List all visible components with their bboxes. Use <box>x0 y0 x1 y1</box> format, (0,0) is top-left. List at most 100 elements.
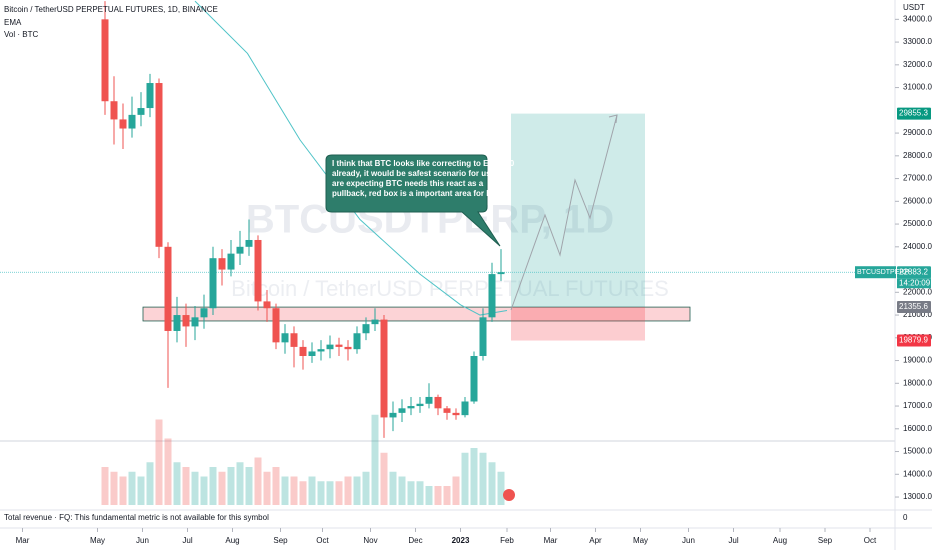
candle-body <box>245 239 253 247</box>
candle-body <box>110 101 118 120</box>
candle-body <box>218 258 226 270</box>
candle-body <box>263 301 271 309</box>
countdown: 14:20:09 <box>899 278 931 287</box>
candle-body <box>200 308 208 318</box>
support-zone <box>142 306 691 322</box>
x-tick-label: Jul <box>182 536 192 545</box>
last-tag: 22883.2 <box>899 267 928 276</box>
volume-bar <box>254 457 262 505</box>
volume-bar <box>137 476 145 505</box>
y-tick-label: 29000.0 <box>903 128 932 137</box>
y-tick-label: 34000.0 <box>903 14 932 23</box>
candle-body <box>470 355 478 402</box>
volume-bar <box>110 471 118 505</box>
x-tick-label: Oct <box>316 536 329 545</box>
volume-bar <box>488 462 496 505</box>
volume-bar <box>470 448 478 505</box>
y-tick-label: 14000.0 <box>903 469 932 478</box>
y-tick-label: 13000.0 <box>903 492 932 501</box>
volume-bar <box>101 467 109 505</box>
volume-bar <box>200 476 208 505</box>
volume-bar <box>497 471 505 505</box>
candle-body <box>434 396 442 409</box>
x-tick-label: May <box>90 536 105 545</box>
candle-body <box>146 83 154 109</box>
x-tick-label: Jun <box>136 536 149 545</box>
x-tick-label: Nov <box>363 536 377 545</box>
candle-body <box>416 403 424 407</box>
symbol-title: Bitcoin / TetherUSD PERPETUAL FUTURES, 1… <box>4 5 218 14</box>
events-icon[interactable] <box>503 489 515 501</box>
candle-body <box>380 319 388 418</box>
candle-body <box>236 246 244 254</box>
projection-head <box>608 114 618 124</box>
candle-body <box>137 108 145 115</box>
x-tick-label: Sep <box>273 536 288 545</box>
volume-bar <box>380 452 388 505</box>
callout-line: are expecting BTC needs this react as a <box>332 179 484 188</box>
x-tick-label: Aug <box>225 536 239 545</box>
symbol-tag: BTCUSDTPERP <box>857 269 909 276</box>
volume-bar <box>416 481 424 505</box>
countdown-bg <box>897 278 931 289</box>
callout-line: pullback, red box is a important area fo… <box>332 189 505 198</box>
candle-body <box>452 412 460 416</box>
candle-body <box>389 412 397 418</box>
x-tick-label: May <box>633 536 648 545</box>
symbol-tag-bg <box>855 266 896 279</box>
y-tick-label: 22000.0 <box>903 287 932 296</box>
volume-bar <box>371 414 379 505</box>
candle-body <box>164 246 172 331</box>
y-tick-label: 16000.0 <box>903 424 932 433</box>
volume-bar <box>353 476 361 505</box>
candle-body <box>290 333 298 347</box>
volume-bar <box>272 467 280 505</box>
candle-body <box>479 317 487 356</box>
candle-body <box>173 315 181 331</box>
last-tag-bg <box>897 266 931 279</box>
candle-body <box>443 408 451 413</box>
indicator-ema: EMA <box>4 18 22 27</box>
candle-body <box>101 19 109 102</box>
volume-bar <box>227 467 235 505</box>
candle-body <box>299 346 307 356</box>
y-tick-label: 21000.0 <box>903 310 932 319</box>
x-tick-label: Mar <box>16 536 30 545</box>
candle-body <box>308 351 316 356</box>
y-tick-label: 26000.0 <box>903 196 932 205</box>
profit-box <box>511 113 645 307</box>
tp-tag-bg <box>897 107 931 120</box>
stop-tag: 19879.9 <box>899 336 928 345</box>
volume-bar <box>209 467 217 505</box>
volume-bar <box>434 486 442 505</box>
callout: I think that BTC looks like correcting t… <box>325 154 515 247</box>
x-tick-label: Mar <box>544 536 558 545</box>
volume-bar <box>389 471 397 505</box>
volume-bar <box>245 467 253 505</box>
projection-path <box>510 114 618 311</box>
candle-body <box>155 83 163 247</box>
y-tick-label: 28000.0 <box>903 151 932 160</box>
y-tick-label: 31000.0 <box>903 83 932 92</box>
y-tick-label: 25000.0 <box>903 219 932 228</box>
callout-line: already, it would be safest scenario for… <box>332 169 507 178</box>
volume-bar <box>182 467 190 505</box>
candle-body <box>191 317 199 327</box>
candle-body <box>326 344 334 350</box>
callout-line: I think that BTC looks like correcting t… <box>332 159 515 168</box>
volume-bar <box>173 462 181 505</box>
volume-bar <box>398 476 406 505</box>
candle-body <box>335 344 343 347</box>
candle-body <box>254 239 262 302</box>
candle-body <box>344 346 352 350</box>
y-tick-label: 15000.0 <box>903 447 932 456</box>
candle-body <box>182 315 190 327</box>
y-tick-label: 17000.0 <box>903 401 932 410</box>
volume-bar <box>191 471 199 505</box>
revenue-note: Total revenue · FQ: This fundamental met… <box>4 513 269 522</box>
candle-body <box>128 114 136 129</box>
x-tick-label: Feb <box>500 536 514 545</box>
volume-bar <box>155 419 163 505</box>
